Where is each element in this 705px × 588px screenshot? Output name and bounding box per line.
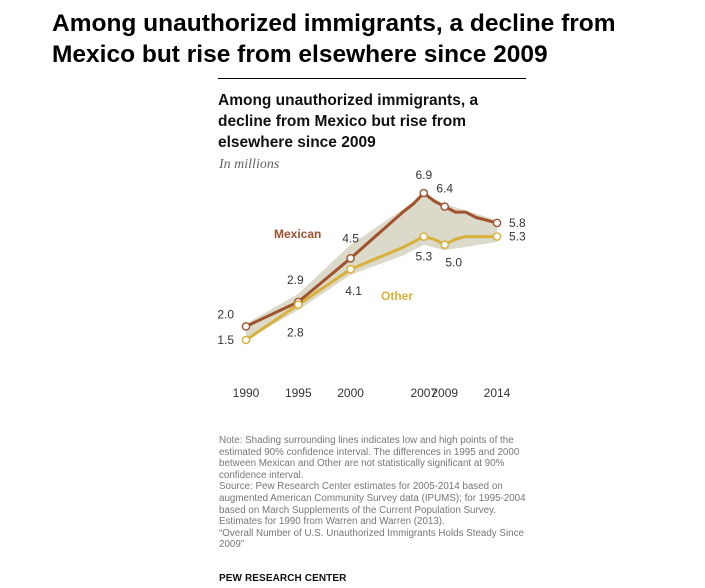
other-value-label-2009: 5.0 [445,256,462,270]
series-label-other: Other [381,289,413,303]
source-text: Source: Pew Research Center estimates fo… [219,481,526,528]
other-marker-2007 [419,232,429,241]
x-tick-label-2007: 2007 [410,386,437,400]
other-value-label-2007: 5.3 [415,250,432,264]
mexican-value-label-2014: 5.8 [509,216,526,230]
x-tick-label-2000: 2000 [337,386,364,400]
series-label-mexican: Mexican [274,227,321,241]
other-marker-1990 [241,335,251,345]
mexican-value-label-1990: 2.0 [217,307,234,321]
other-value-label-1995: 2.8 [287,326,304,340]
mexican-marker-2009 [440,202,450,211]
x-tick-label-2009: 2009 [431,386,458,400]
other-marker-1995 [293,300,303,309]
mexican-marker-2000 [346,254,355,263]
page-title: Among unauthorized immigrants, a decline… [52,10,616,68]
chart-notes: Note: Shading surrounding lines indicate… [219,435,534,551]
other-marker-2014 [492,232,502,241]
title-rule [218,78,526,79]
mexican-value-label-1995: 2.9 [287,273,304,287]
x-tick-label-2014: 2014 [484,386,511,400]
x-tick-label-1990: 1990 [233,386,260,400]
other-marker-2000 [346,264,355,274]
pew-research-center-logo: PEW RESEARCH CENTER [219,573,347,584]
mexican-value-label-2000: 4.5 [342,231,359,245]
mexican-value-label-2009: 6.4 [436,182,453,196]
mexican-marker-1990 [241,322,251,331]
data-labels-layer: 2.0 2.9 4.5 6.9 6.4 5.8 1.5 2.8 4.1 5.3 5.0 5.3 Mexi… [217,168,526,347]
chart-subtitle: In millions [219,157,280,172]
mexican-value-label-2007: 6.9 [415,168,432,182]
other-value-label-1990: 1.5 [217,333,234,347]
chart-title: Among unauthorized immigrants, a decline… [218,92,479,151]
other-value-label-2014: 5.3 [509,230,526,244]
mexican-marker-2007 [419,188,429,198]
confidence-band-layer [246,193,497,340]
other-value-label-2000: 4.1 [345,284,362,298]
x-tick-label-1995: 1995 [285,386,312,400]
data-markers-layer [241,188,502,345]
other-marker-2009 [440,240,450,250]
report-title-text: “Overall Number of U.S. Unauthorized Imm… [219,527,524,551]
mexican-marker-2014 [492,218,502,228]
note-text: Note: Shading surrounding lines indicate… [219,435,520,481]
confidence-band [246,193,497,340]
